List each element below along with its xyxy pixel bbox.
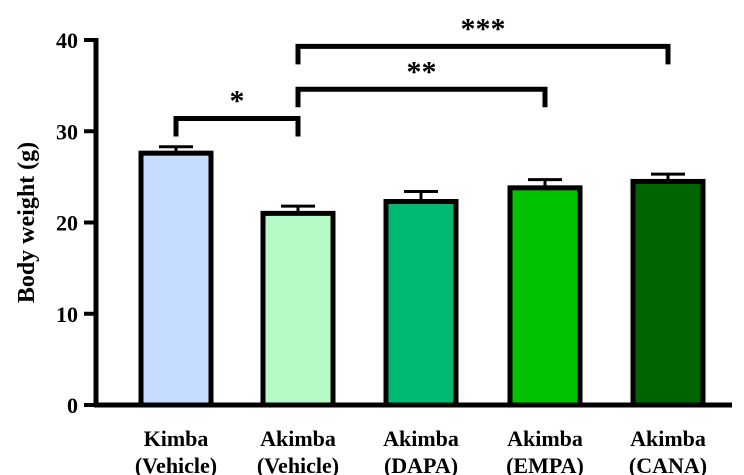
significance-bracket-1 bbox=[295, 86, 548, 108]
y-tick-label-1: 10 bbox=[56, 302, 78, 327]
x-tick-label-0-line-0: Kimba bbox=[144, 426, 209, 451]
significance-label-1: ** bbox=[407, 55, 437, 88]
y-tick-label-2: 20 bbox=[56, 211, 78, 236]
y-tick-label-3: 30 bbox=[56, 119, 78, 144]
x-tick-label-3-line-1: (EMPA) bbox=[506, 453, 584, 475]
x-tick-label-0-line-1: (Vehicle) bbox=[135, 453, 217, 475]
bar-3 bbox=[507, 185, 583, 408]
x-tick-label-2-line-0: Akimba bbox=[383, 426, 459, 451]
bar-4 bbox=[630, 178, 706, 408]
x-tick-label-1-line-0: Akimba bbox=[260, 426, 336, 451]
significance-bracket-0 bbox=[173, 115, 301, 137]
significance-label-2: *** bbox=[461, 12, 506, 45]
x-tick-label-1-line-1: (Vehicle) bbox=[257, 453, 339, 475]
significance-label-0: * bbox=[230, 84, 245, 117]
error-bars-layer bbox=[159, 145, 685, 214]
y-ticks-layer: 0 10 20 30 40 bbox=[56, 28, 96, 418]
bar-1 bbox=[260, 210, 336, 408]
bar-2 bbox=[383, 199, 459, 408]
significance-layer: ****** bbox=[173, 12, 671, 137]
x-tick-label-2-line-1: (DAPA) bbox=[384, 453, 458, 475]
bar-0 bbox=[138, 150, 214, 408]
y-axis-title: Body weight (g) bbox=[14, 142, 40, 303]
x-tick-label-4-line-1: (CANA) bbox=[629, 453, 707, 475]
x-labels-layer: Kimba(Vehicle)Akimba(Vehicle)Akimba(DAPA… bbox=[135, 426, 707, 475]
x-tick-label-3-line-0: Akimba bbox=[507, 426, 583, 451]
y-tick-label-4: 40 bbox=[56, 28, 78, 53]
y-tick-label-0: 0 bbox=[67, 393, 78, 418]
x-tick-label-4-line-0: Akimba bbox=[630, 426, 706, 451]
significance-bracket-2 bbox=[295, 43, 671, 65]
